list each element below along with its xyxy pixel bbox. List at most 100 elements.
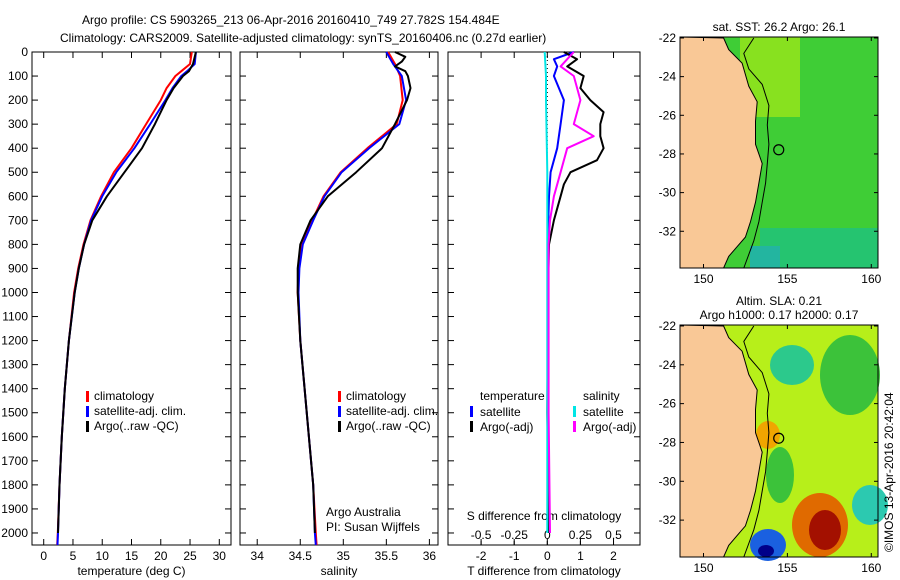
x-tick-label: 0 xyxy=(544,549,551,563)
map-title: sat. SST: 26.2 Argo: 26.1 xyxy=(713,20,846,34)
x-tick-label: -1 xyxy=(509,549,520,563)
x-tick-label: 36 xyxy=(423,549,437,563)
y-tick-label: 600 xyxy=(8,189,28,203)
isobath-contour xyxy=(743,37,770,269)
y-tick-label: 1700 xyxy=(1,454,28,468)
title-line-2: Climatology: CARS2009. Satellite-adjuste… xyxy=(60,31,546,45)
y-tick-label: 1400 xyxy=(1,382,28,396)
y-tick-label: 300 xyxy=(8,117,28,131)
legend-swatch xyxy=(573,406,576,417)
x-tick-label: 5 xyxy=(70,549,77,563)
y-tick-label: 200 xyxy=(8,93,28,107)
plot-frame xyxy=(31,51,232,546)
lon-tick-label: 150 xyxy=(693,272,713,286)
sla-map: 150 155 160 -22 -24 -26 -28 -30 -32 Altim. SLA: 0… xyxy=(659,294,888,575)
legend-swatch xyxy=(338,421,341,432)
y-tick-label: 1500 xyxy=(1,406,28,420)
x-tick-label: 1 xyxy=(577,549,584,563)
lat-tick-label: -22 xyxy=(659,31,677,45)
x-tick-label: 15 xyxy=(125,549,139,563)
panel-temperature: 0100200300400500600700800900100011001200… xyxy=(1,45,232,578)
lat-tick-label: -30 xyxy=(659,186,677,200)
s-x-tick-label: -0.5 xyxy=(471,528,492,542)
x-tick-label: 10 xyxy=(96,549,110,563)
legend-label: satellite xyxy=(480,405,521,419)
annotation-text: Argo Australia xyxy=(326,505,401,519)
lat-tick-label: -26 xyxy=(659,108,677,122)
series-line-salinity-argo-adj- xyxy=(547,51,595,534)
s-x-tick-label: 0.5 xyxy=(605,528,622,542)
lon-tick-label: 160 xyxy=(861,561,881,575)
s-x-tick-label: -0.25 xyxy=(501,528,529,542)
map-title: Altim. SLA: 0.21 xyxy=(736,294,822,308)
legend-swatch xyxy=(86,391,89,402)
legend-label: climatology xyxy=(94,389,154,403)
y-tick-label: 2000 xyxy=(1,526,28,540)
argo-location-marker xyxy=(773,432,785,444)
x-tick-label: 2 xyxy=(610,549,617,563)
lon-tick-label: 150 xyxy=(693,561,713,575)
legend-label: Argo(..raw -QC) xyxy=(94,419,179,433)
lat-tick-label: -22 xyxy=(659,319,677,333)
legend-swatch xyxy=(338,406,341,417)
sla-low-eddy xyxy=(770,345,814,385)
x-tick-label: 35.5 xyxy=(375,549,399,563)
legend-label: Argo(-adj) xyxy=(480,420,533,434)
credit-text: ©IMOS 13-Apr-2016 20:42:04 xyxy=(882,392,896,552)
y-tick-label: 0 xyxy=(21,45,28,59)
y-tick-label: 900 xyxy=(8,261,28,275)
sla-low-region xyxy=(766,447,794,503)
annotation-text: PI: Susan Wijffels xyxy=(326,520,420,534)
sst-cool-patch xyxy=(750,246,780,268)
y-tick-label: 500 xyxy=(8,165,28,179)
y-tick-label: 1000 xyxy=(1,285,28,299)
legend-heading: salinity xyxy=(583,389,620,403)
s-axis-label: S difference from climatology xyxy=(467,509,622,523)
map-title: Argo h1000: 0.17 h2000: 0.17 xyxy=(700,308,859,322)
lon-tick-label: 160 xyxy=(861,272,881,286)
x-axis-label: salinity xyxy=(321,564,358,578)
lon-tick-label: 155 xyxy=(777,561,797,575)
sst-map: 150 155 160 -22 -24 -26 -28 -30 -32 sat. SST: 26.… xyxy=(659,20,882,286)
y-tick-label: 1800 xyxy=(1,478,28,492)
x-tick-label: 30 xyxy=(213,549,227,563)
legend-swatch xyxy=(470,421,473,432)
legend-swatch xyxy=(573,421,576,432)
legend-label: Argo(-adj) xyxy=(583,420,636,434)
sla-low-core xyxy=(758,545,774,557)
y-tick-label: 1600 xyxy=(1,430,28,444)
lat-tick-label: -30 xyxy=(659,474,677,488)
s-x-tick-label: 0 xyxy=(544,528,551,542)
lat-tick-label: -24 xyxy=(659,358,677,372)
y-tick-label: 400 xyxy=(8,141,28,155)
isobath-contour xyxy=(743,325,770,558)
legend-label: satellite-adj. clim. xyxy=(94,404,186,418)
s-x-tick-label: 0.25 xyxy=(569,528,593,542)
x-tick-label: 34 xyxy=(251,549,265,563)
y-tick-label: 800 xyxy=(8,237,28,251)
legend-swatch xyxy=(86,421,89,432)
sla-low-region xyxy=(820,335,880,415)
x-axis-label: T difference from climatology xyxy=(467,564,621,578)
maps: 150 155 160 -22 -24 -26 -28 -30 -32 sat. SST: 26.… xyxy=(659,20,888,575)
x-tick-label: 34.5 xyxy=(289,549,313,563)
y-tick-label: 700 xyxy=(8,213,28,227)
plot-frame xyxy=(447,51,641,546)
plot-frame xyxy=(239,51,439,546)
lat-tick-label: -32 xyxy=(659,513,677,527)
series-line-argo-raw-qc- xyxy=(57,51,197,534)
map-frame xyxy=(679,324,879,558)
legend-label: climatology xyxy=(346,389,406,403)
y-tick-label: 1100 xyxy=(2,310,28,324)
y-tick-label: 1200 xyxy=(1,334,28,348)
legend-label: satellite-adj. clim. xyxy=(346,404,438,418)
series-line-salinity-satellite xyxy=(543,51,549,533)
map-frame xyxy=(679,36,879,269)
y-tick-label: 1300 xyxy=(1,358,28,372)
profile-plots: 0100200300400500600700800900100011001200… xyxy=(1,45,641,578)
lat-tick-label: -26 xyxy=(659,397,677,411)
legend-label: Argo(..raw -QC) xyxy=(346,419,431,433)
legend-heading: temperature xyxy=(480,389,545,403)
lon-tick-label: 155 xyxy=(777,272,797,286)
